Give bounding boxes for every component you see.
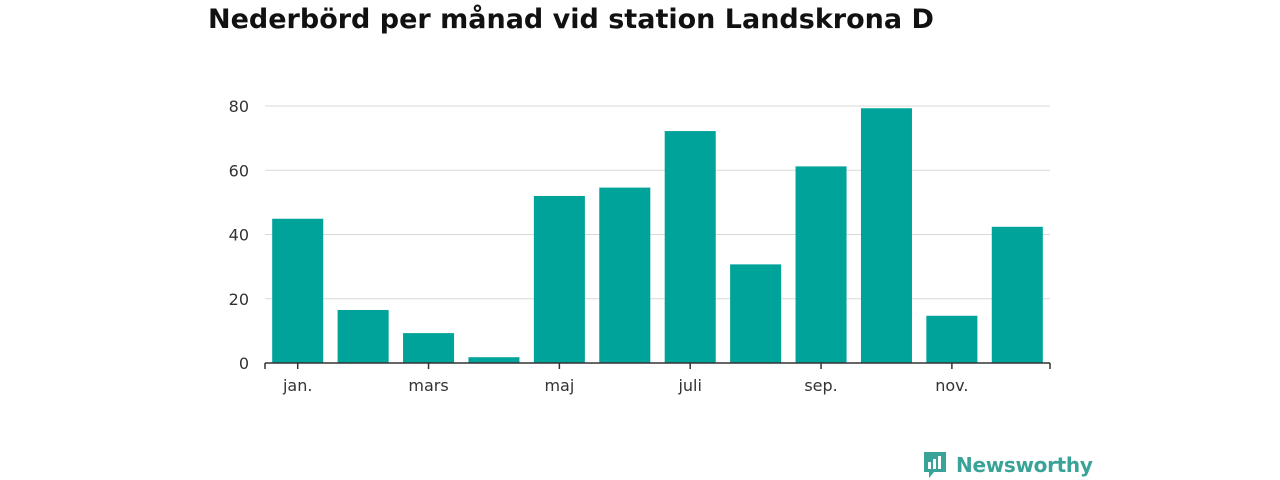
tick-labels: 0 20 40 60 80 jan. mars maj juli sep. nov. — [229, 97, 969, 395]
bar-okt — [860, 108, 912, 363]
bar-mars — [403, 333, 455, 363]
x-tick-label: maj — [544, 376, 574, 395]
bar-jan — [272, 218, 324, 363]
chart-title: Nederbörd per månad vid station Landskro… — [208, 4, 934, 35]
y-tick-label: 20 — [229, 290, 249, 309]
x-tick-label: juli — [677, 376, 701, 395]
x-tick-label: nov. — [935, 376, 968, 395]
brand-name: Newsworthy — [956, 453, 1093, 477]
bar-aug — [730, 264, 782, 363]
bar-sep — [795, 166, 847, 363]
y-tick-label: 60 — [229, 161, 249, 180]
axes — [264, 362, 1051, 369]
brand-logo: Newsworthy — [922, 450, 1093, 480]
bar-maj — [533, 195, 585, 363]
x-tick-label: jan. — [282, 376, 312, 395]
bar-feb — [337, 309, 389, 363]
bar-juli — [664, 131, 716, 363]
x-tick-label: mars — [408, 376, 448, 395]
bar-nov — [926, 315, 978, 363]
y-tick-label: 80 — [229, 97, 249, 116]
y-tick-label: 40 — [229, 226, 249, 245]
bar-dec — [991, 226, 1043, 363]
newsworthy-logo-icon — [924, 452, 946, 478]
bar-juni — [599, 187, 651, 363]
y-tick-label: 0 — [239, 354, 249, 373]
gridlines — [265, 105, 1050, 300]
bar-apr — [468, 357, 520, 363]
x-tick-label: sep. — [804, 376, 837, 395]
bars — [272, 108, 1043, 363]
